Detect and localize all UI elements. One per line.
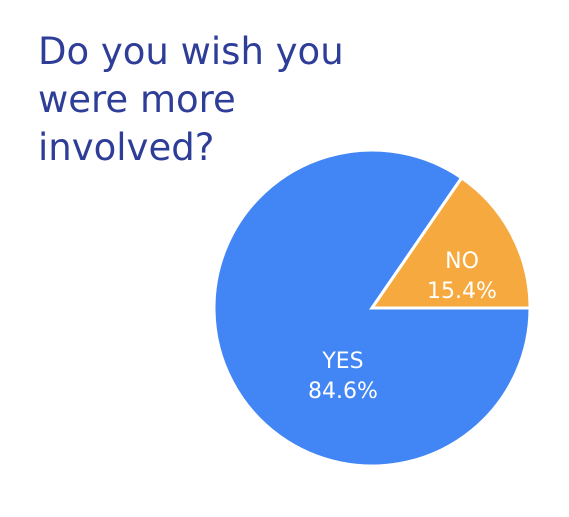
chart-title: Do you wish you were more involved? [38, 30, 344, 169]
slice-value-label: 15.4% [427, 279, 497, 304]
slice-category-label: NO [445, 249, 479, 274]
slice-category-label: YES [321, 349, 363, 374]
slice-value-label: 84.6% [308, 379, 378, 404]
pie-slice [369, 175, 532, 310]
